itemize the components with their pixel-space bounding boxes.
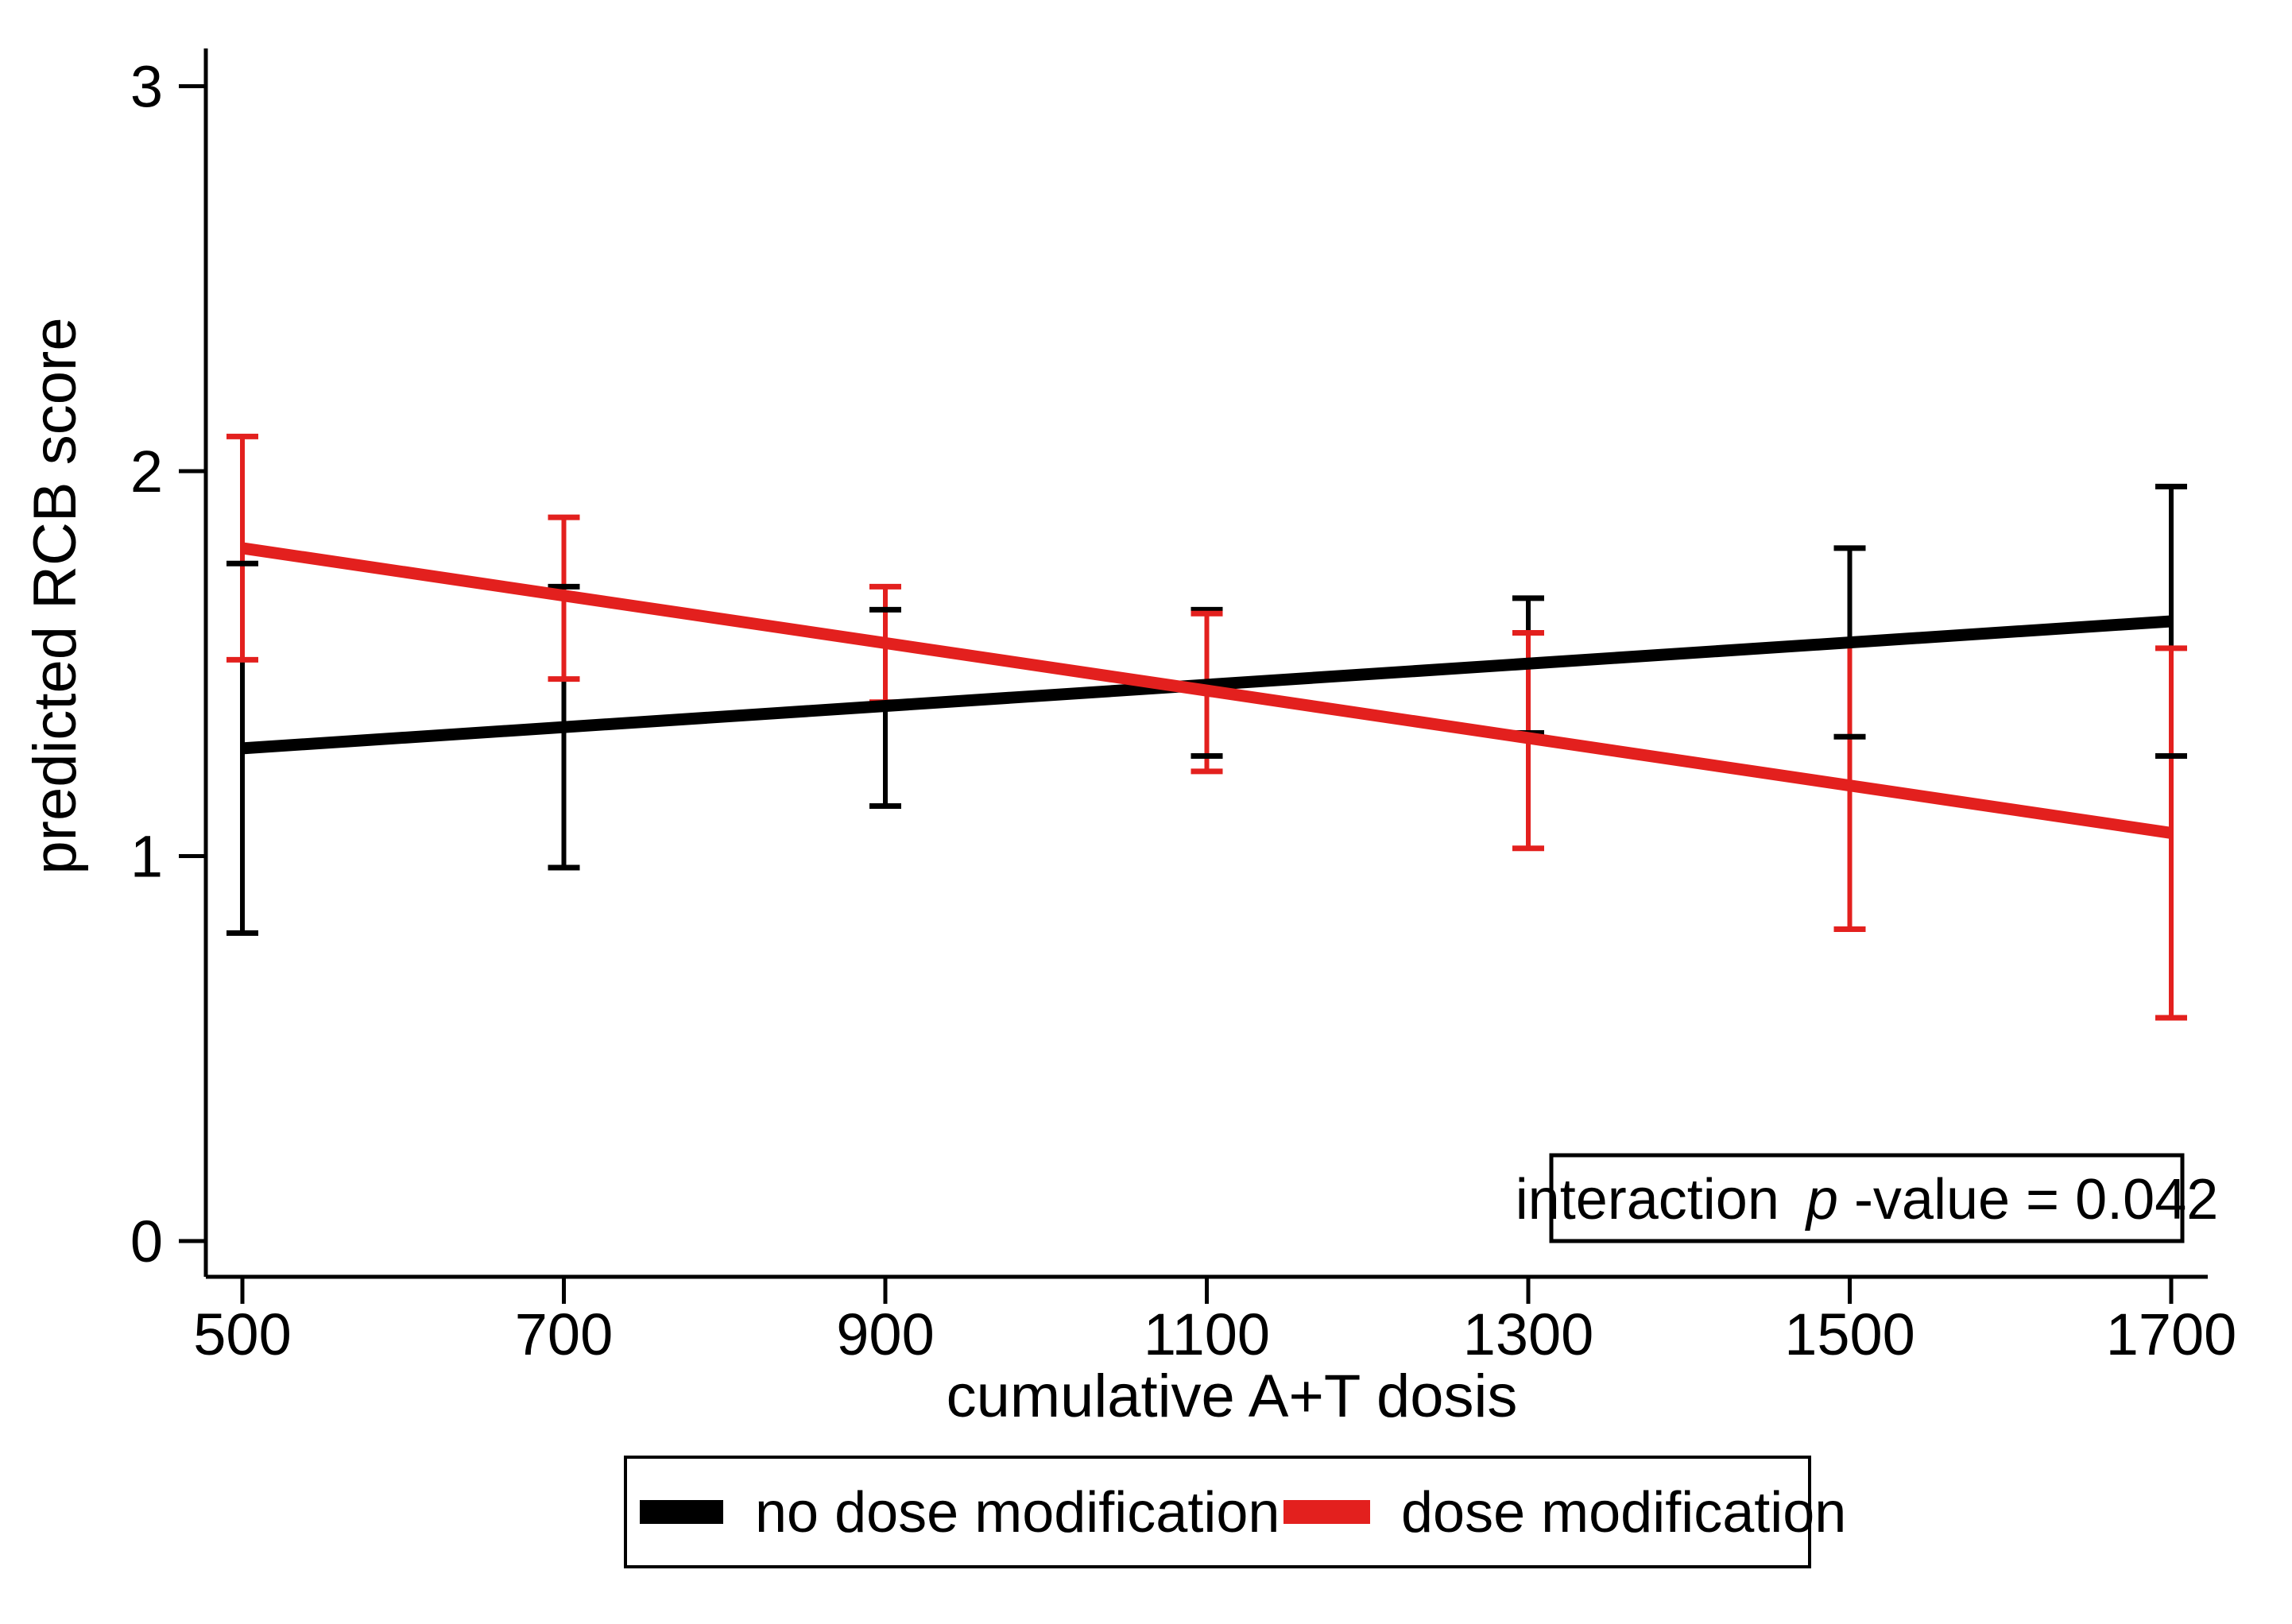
- x-tick-label: 500: [193, 1301, 291, 1367]
- x-axis-title: cumulative A+T dosis: [947, 1363, 1518, 1430]
- x-tick-label: 900: [836, 1301, 934, 1367]
- y-axis-ticks: 0 1 2 3: [130, 54, 206, 1274]
- x-tick-label: 1700: [2106, 1301, 2237, 1367]
- y-tick-label: 2: [130, 439, 163, 505]
- trend-line-dose-modification: [241, 542, 2173, 839]
- x-axis-ticks: 500 700 900 1100 1300 1500 1700: [193, 1277, 2236, 1367]
- annotation-p-symbol: p: [1805, 1168, 1838, 1232]
- annotation-text-prefix: interaction: [1516, 1168, 1795, 1232]
- annotation-text: interaction p -value = 0.042: [1516, 1168, 2219, 1232]
- legend-label-no-dose-modification: no dose modification: [755, 1481, 1280, 1545]
- x-tick-label: 1100: [1144, 1301, 1270, 1367]
- annotation-text-suffix: -value = 0.042: [1854, 1168, 2218, 1232]
- y-tick-label: 0: [130, 1208, 163, 1274]
- y-axis-title: predicted RCB score: [21, 317, 89, 874]
- y-tick-label: 3: [130, 54, 163, 120]
- x-tick-label: 1300: [1463, 1301, 1594, 1367]
- legend: no dose modification dose modification: [624, 1456, 1846, 1568]
- interaction-pvalue-annotation: interaction p -value = 0.042: [1516, 1153, 2219, 1243]
- legend-label-dose-modification: dose modification: [1401, 1481, 1846, 1545]
- y-tick-label: 1: [130, 824, 163, 890]
- series-group: [226, 433, 2187, 1021]
- legend-box: [624, 1456, 1811, 1568]
- x-tick-label: 1500: [1784, 1301, 1915, 1367]
- x-tick-label: 700: [515, 1301, 613, 1367]
- annotation-box: [1549, 1153, 2185, 1243]
